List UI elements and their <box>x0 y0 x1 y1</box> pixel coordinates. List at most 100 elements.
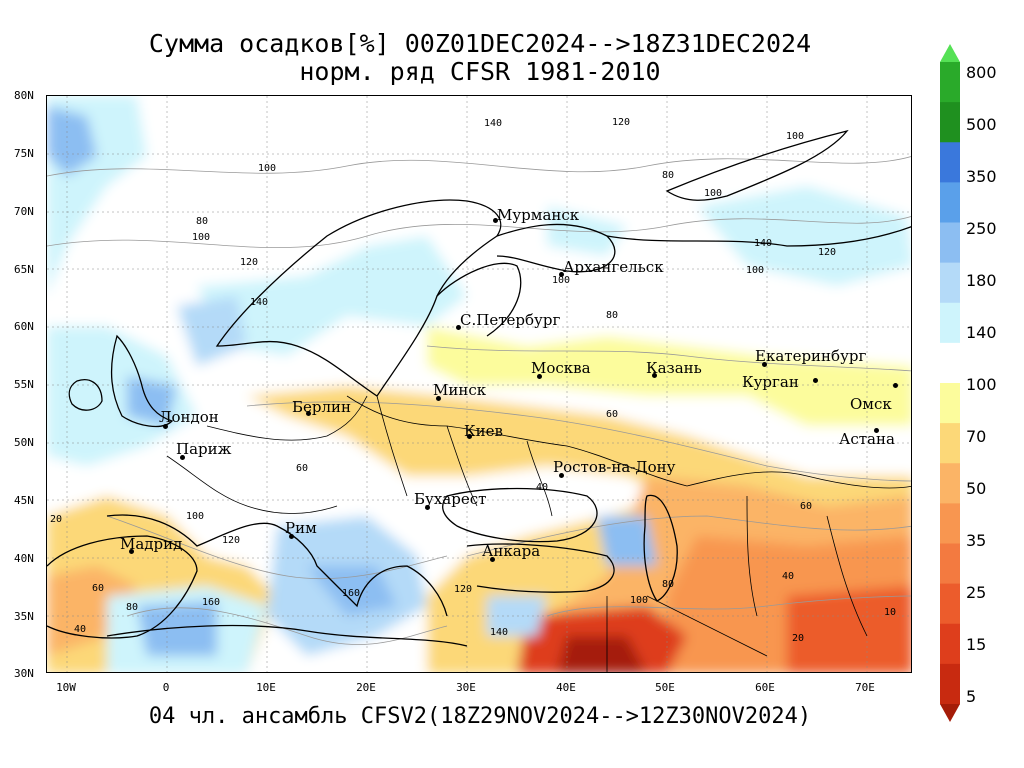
contour-lines <box>47 156 911 645</box>
contour-label: 80 <box>662 170 675 181</box>
contour-label: 120 <box>222 535 241 546</box>
colorbar-segment <box>940 182 960 223</box>
contour-label: 80 <box>196 216 209 227</box>
lat-label-40n: 40N <box>14 552 34 565</box>
colorbar-label-100: 100 <box>966 375 997 394</box>
city-label-minsk: Минск <box>433 381 487 399</box>
contour-label: 40 <box>782 571 795 582</box>
colorbar-segment <box>940 222 960 264</box>
lat-label-60n: 60N <box>14 320 34 333</box>
contour-label: 60 <box>296 463 309 474</box>
city-label-astana: Астана <box>839 430 895 448</box>
city-dot-omsk <box>893 383 898 388</box>
contour-label: 100 <box>552 275 571 286</box>
contour-label: 100 <box>258 163 277 174</box>
map-field <box>47 96 911 672</box>
colorbar-label-140: 140 <box>966 323 997 342</box>
contour-label: 60 <box>92 583 105 594</box>
contour-label: 140 <box>250 297 269 308</box>
colorbar-segment <box>940 623 960 665</box>
contour-label: 120 <box>818 247 837 258</box>
city-dot-paris <box>180 455 185 460</box>
colorbar-segment <box>940 423 960 464</box>
lon-label-20e: 20E <box>356 681 376 694</box>
city-label-st-petersburg: С.Петербург <box>460 311 561 329</box>
contour-label: 100 <box>630 595 649 606</box>
lon-label-10w: 10W <box>56 681 76 694</box>
lat-label-75n: 75N <box>14 147 34 160</box>
title-line-1: Сумма осадков[%] 00Z01DEC2024-->18Z31DEC… <box>148 29 812 58</box>
contour-label: 60 <box>606 409 619 420</box>
contour-label: 40 <box>536 482 549 493</box>
lon-label-0: 0 <box>162 681 170 694</box>
city-label-ankara: Анкара <box>482 542 541 560</box>
lat-label-30n: 30N <box>14 667 34 680</box>
colorbar-graphic <box>940 44 960 722</box>
colorbar-segment <box>940 102 960 143</box>
city-dot-ankara <box>490 557 495 562</box>
city-label-berlin: Берлин <box>292 398 352 416</box>
lat-label-50n: 50N <box>14 436 34 449</box>
colorbar-label-250: 250 <box>966 219 997 238</box>
contour-label: 160 <box>342 588 361 599</box>
city-label-kyiv: Киев <box>464 422 503 440</box>
contour-label: 20 <box>792 633 805 644</box>
contour-label: 120 <box>240 257 259 268</box>
contour-label: 100 <box>186 511 205 522</box>
contour-label: 140 <box>490 627 509 638</box>
lat-label-45n: 45N <box>14 494 34 507</box>
city-label-rostov: Ростов-на-Дону <box>553 458 676 476</box>
colorbar-segment <box>940 503 960 544</box>
contour-label: 100 <box>192 232 211 243</box>
city-dot-madrid <box>129 549 134 554</box>
precipitation-map <box>46 95 912 673</box>
colorbar-segment <box>940 262 960 304</box>
colorbar-bottom-arrow <box>940 704 960 722</box>
contour-label: 100 <box>746 265 765 276</box>
city-dot-arkhangelsk <box>559 272 564 277</box>
city-label-rome: Рим <box>285 519 317 537</box>
city-dot-kurgan <box>813 378 818 383</box>
city-label-omsk: Омск <box>850 395 892 413</box>
colorbar-segment <box>940 62 960 103</box>
title-line-2: норм. ряд CFSR 1981-2010 <box>299 57 661 86</box>
colorbar-segment <box>940 383 960 424</box>
colorbar-segment <box>940 302 960 344</box>
contour-label: 60 <box>800 501 813 512</box>
lat-label-70n: 70N <box>14 205 34 218</box>
city-dot-berlin <box>306 411 311 416</box>
colorbar-segment <box>940 463 960 504</box>
colorbar-label-70: 70 <box>966 427 987 446</box>
city-dot-minsk <box>436 396 441 401</box>
city-dot-london <box>163 424 168 429</box>
contour-label: 160 <box>202 597 221 608</box>
city-dot-st-petersburg <box>456 325 461 330</box>
lon-label-50e: 50E <box>655 681 675 694</box>
city-dot-rostov <box>559 473 564 478</box>
city-dot-bucharest <box>425 505 430 510</box>
lon-label-60e: 60E <box>755 681 775 694</box>
colorbar-segment <box>940 583 960 625</box>
lat-label-65n: 65N <box>14 263 34 276</box>
colorbar-label-350: 350 <box>966 167 997 186</box>
colorbar-segment <box>940 543 960 585</box>
city-label-arkhangelsk: Архангельск <box>563 258 664 276</box>
contour-label: 80 <box>126 602 139 613</box>
city-label-kurgan: Курган <box>742 373 799 391</box>
city-dot-kyiv <box>467 434 472 439</box>
city-label-london: Лондон <box>159 408 219 426</box>
contour-label: 140 <box>754 238 773 249</box>
colorbar-label-15: 15 <box>966 635 987 654</box>
city-dot-astana <box>874 428 879 433</box>
country-borders <box>166 395 911 672</box>
coastlines <box>47 129 911 647</box>
precip-field <box>47 96 911 672</box>
city-dot-yekaterinburg <box>762 362 767 367</box>
city-label-paris: Париж <box>176 440 232 458</box>
contour-label: 10 <box>884 607 897 618</box>
lat-label-55n: 55N <box>14 378 34 391</box>
city-label-madrid: Мадрид <box>120 535 183 553</box>
colorbar-top-arrow <box>940 44 960 62</box>
colorbar-label-35: 35 <box>966 531 987 550</box>
lat-label-80n: 80N <box>14 89 34 102</box>
